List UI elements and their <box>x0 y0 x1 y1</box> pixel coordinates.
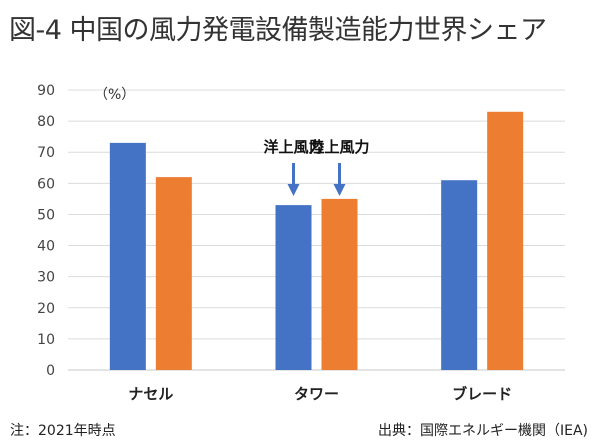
bar-offshore <box>275 205 312 370</box>
y-tick-label: 0 <box>46 363 55 379</box>
bar-onshore <box>321 198 358 370</box>
chart-title: 図-4 中国の風力発電設備製造能力世界シェア <box>9 15 547 46</box>
x-tick-label: ナセル <box>128 385 173 403</box>
x-tick-label: タワー <box>294 385 339 403</box>
y-tick-label: 50 <box>37 207 55 223</box>
y-tick-label: 90 <box>37 83 55 99</box>
footnote: 注：2021年時点 <box>10 423 116 439</box>
bar-onshore <box>487 111 524 371</box>
bar-onshore <box>155 177 192 370</box>
annotation-label: 陸上風力 <box>309 138 369 156</box>
y-tick-label: 20 <box>37 301 55 317</box>
source-credit: 出典：国際エネルギー機関（IEA) <box>377 423 588 439</box>
x-tick-label: ブレード <box>452 385 512 403</box>
y-tick-label: 70 <box>37 145 55 161</box>
y-tick-label: 30 <box>37 270 55 286</box>
y-tick-label: 80 <box>37 114 55 130</box>
annotation-arrow-head <box>333 184 346 196</box>
y-tick-label: 10 <box>37 332 55 348</box>
bar-offshore <box>441 180 478 370</box>
annotation-label: 洋上風力 <box>263 138 323 156</box>
y-unit-label: （%） <box>94 87 135 103</box>
annotation-arrow-head <box>287 184 300 196</box>
y-tick-label: 40 <box>37 239 55 255</box>
bar-offshore <box>109 142 146 370</box>
y-tick-label: 60 <box>37 176 55 192</box>
